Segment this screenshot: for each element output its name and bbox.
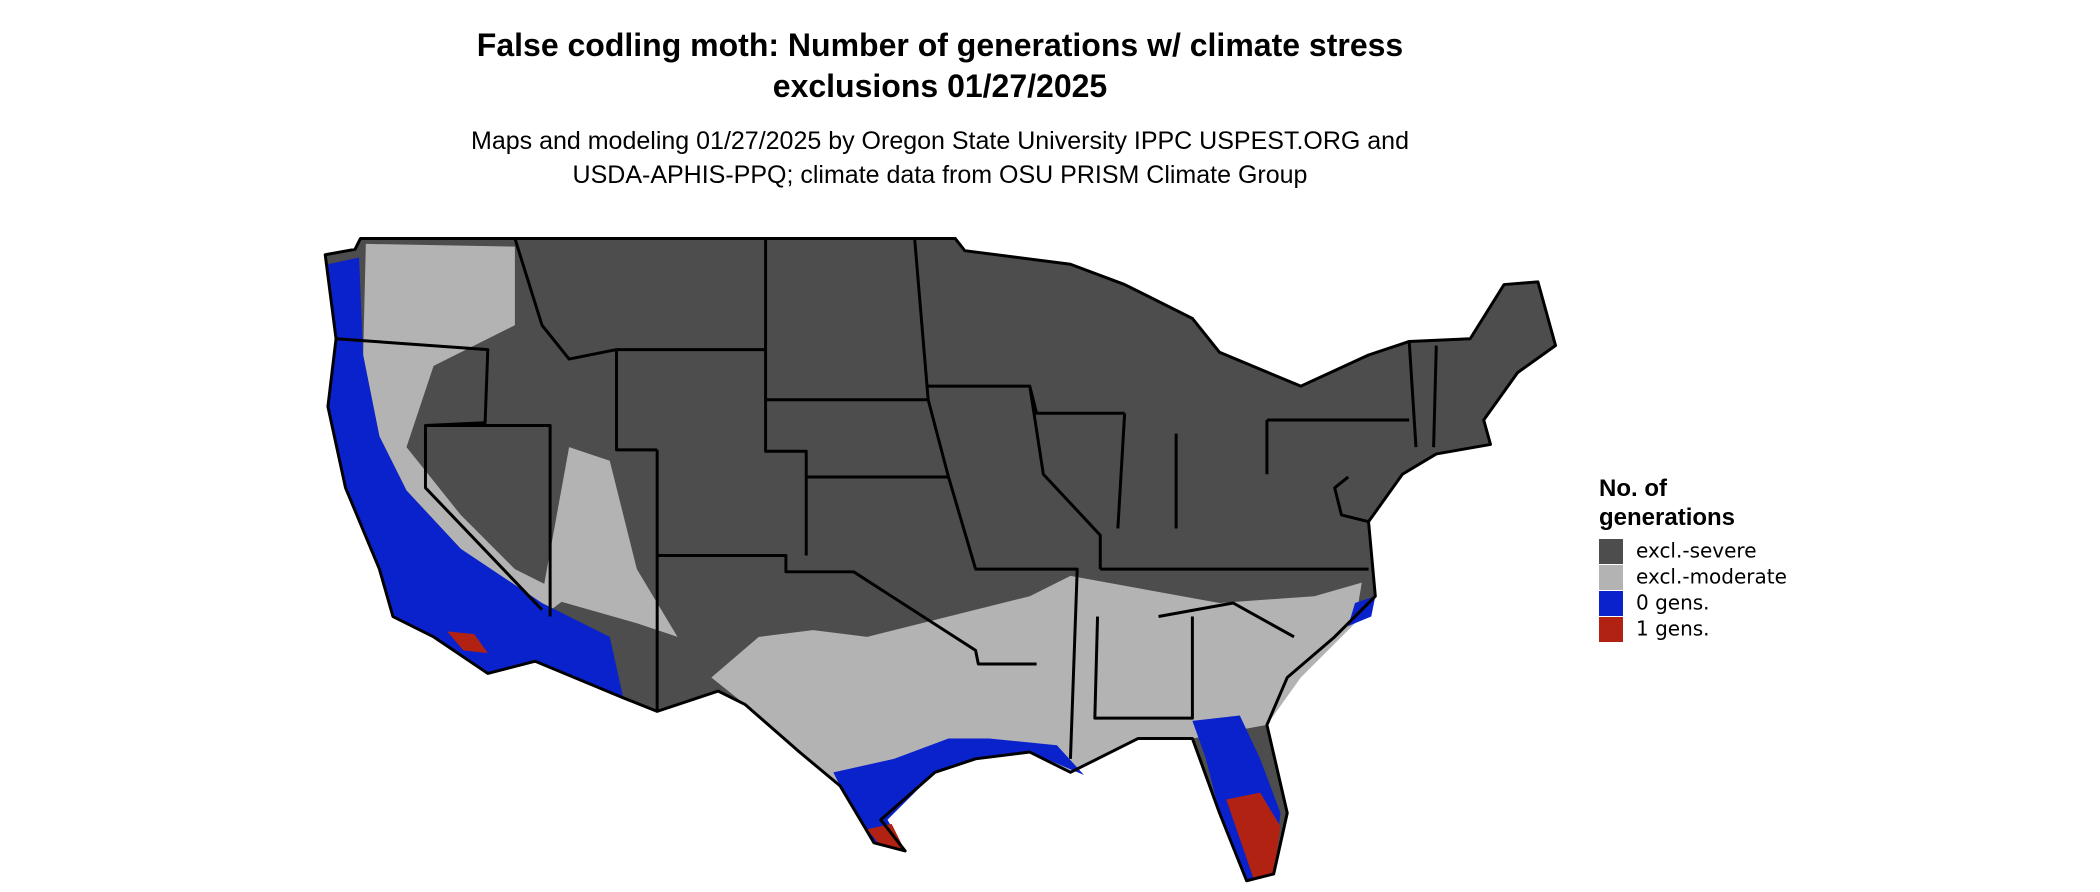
subtitle-line: Maps and modeling 01/27/2025 by Oregon S… (471, 127, 1409, 155)
title-line: False codling moth: Number of generation… (477, 27, 1403, 63)
region-moderate (542, 447, 678, 637)
legend-label: excl.-severe (1636, 539, 1757, 563)
legend-label: 0 gens. (1636, 591, 1710, 615)
state-borders (323, 236, 1558, 883)
legend-swatch (1599, 617, 1623, 642)
region-moderate (711, 575, 1362, 820)
legend-swatch (1599, 591, 1623, 616)
region-zero (327, 257, 624, 698)
region-one (1226, 792, 1281, 879)
legend-swatch (1599, 539, 1623, 564)
region-one (867, 823, 906, 851)
us-map (323, 236, 1558, 883)
legend-label: excl.-moderate (1636, 565, 1787, 589)
region-zero (833, 738, 1084, 851)
subtitle-line: USDA-APHIS-PPQ; climate data from OSU PR… (573, 161, 1308, 189)
legend-title-line: generations (1599, 504, 1735, 531)
title-line: exclusions 01/27/2025 (773, 68, 1107, 104)
region-moderate (363, 243, 570, 617)
legend-title-line: No. of (1599, 475, 1668, 502)
legend-swatch (1599, 565, 1623, 590)
legend-label: 1 gens. (1636, 617, 1710, 641)
region-one (447, 631, 488, 654)
